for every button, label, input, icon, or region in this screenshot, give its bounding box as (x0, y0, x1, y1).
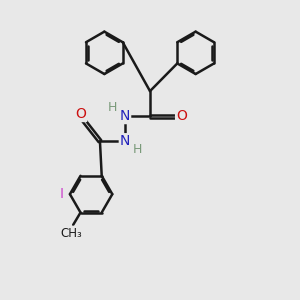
Text: H: H (108, 101, 117, 114)
Text: H: H (133, 143, 142, 157)
Text: I: I (60, 187, 64, 201)
Text: CH₃: CH₃ (61, 226, 82, 240)
Text: N: N (120, 134, 130, 148)
Text: N: N (120, 109, 130, 123)
Text: O: O (176, 109, 187, 123)
Text: O: O (75, 107, 86, 121)
